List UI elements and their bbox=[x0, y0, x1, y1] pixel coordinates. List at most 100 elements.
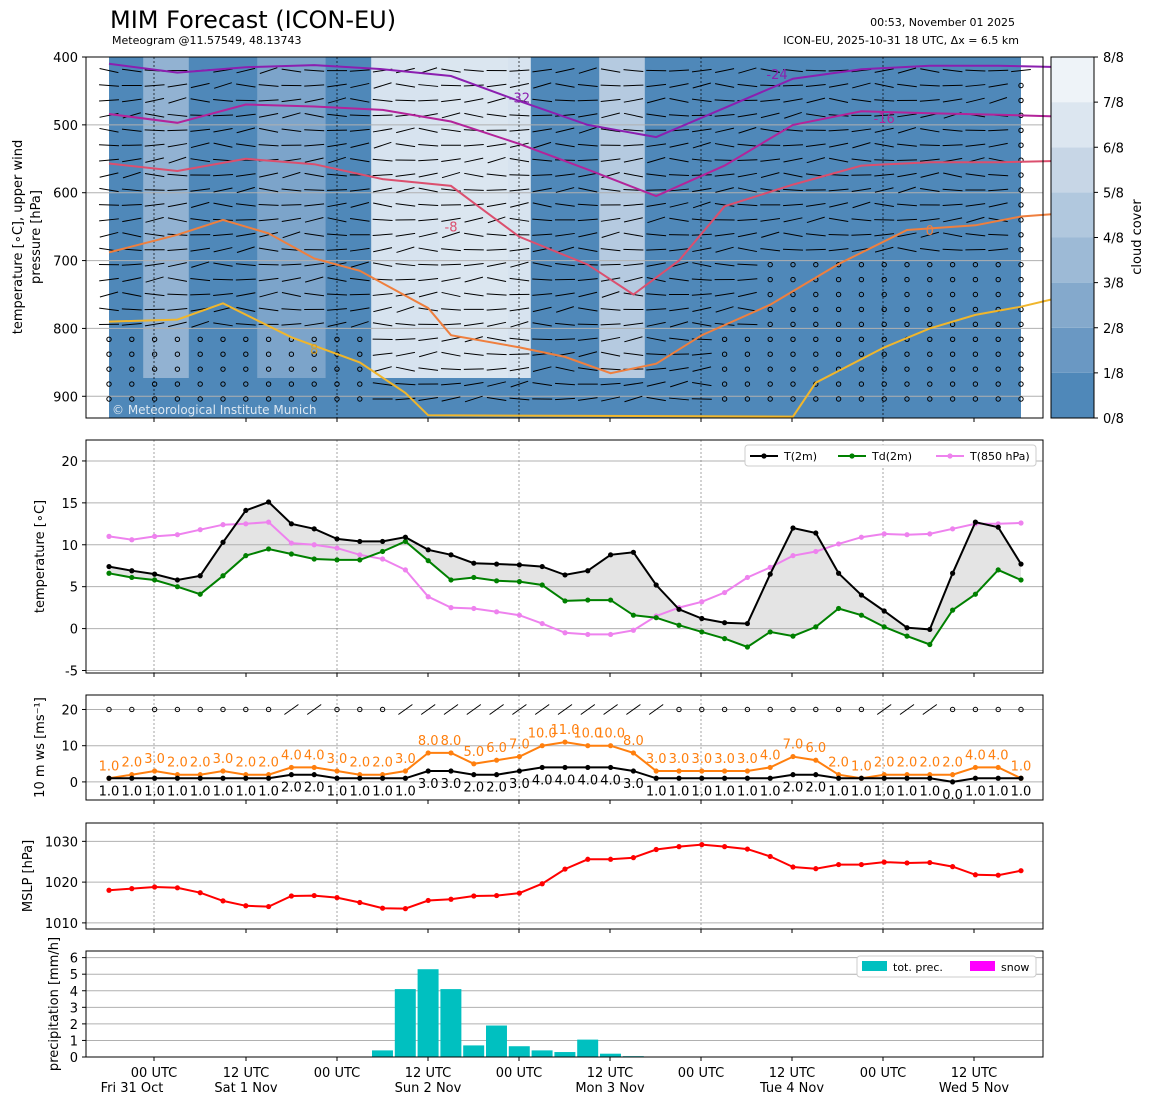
wind-barb bbox=[304, 172, 324, 178]
mslp-point bbox=[402, 906, 408, 912]
calm-circle bbox=[744, 381, 751, 387]
mslp-point bbox=[174, 885, 180, 891]
wind-barb bbox=[349, 218, 370, 222]
wind-barb bbox=[965, 173, 986, 177]
wind-barb bbox=[327, 233, 347, 237]
wind-barb bbox=[441, 263, 461, 266]
wind-barb bbox=[509, 69, 530, 72]
wind-barb bbox=[281, 204, 302, 206]
calm-circle bbox=[220, 336, 226, 342]
wind-barb bbox=[532, 278, 553, 281]
calm-circle bbox=[995, 706, 1001, 713]
calm-circle bbox=[357, 336, 363, 342]
wind-barb bbox=[463, 69, 484, 72]
wind-barb bbox=[737, 143, 758, 147]
wind-barb bbox=[942, 68, 963, 73]
t850-point bbox=[836, 541, 842, 547]
chart-subtitle: Meteogram @11.57549, 48.13743 bbox=[112, 34, 302, 47]
wind-barb bbox=[578, 307, 598, 312]
mean-wind-point bbox=[334, 775, 340, 781]
wind-barb bbox=[600, 188, 621, 192]
wind-barb bbox=[510, 261, 529, 268]
calm-circle bbox=[927, 396, 933, 402]
gust-point bbox=[516, 753, 523, 760]
calm-circle bbox=[881, 366, 887, 372]
copyright: © Meteorological Institute Munich bbox=[112, 403, 316, 417]
wind-barb bbox=[805, 233, 826, 237]
wind-barb bbox=[167, 129, 188, 132]
wind-barb bbox=[395, 99, 416, 102]
gust-point bbox=[425, 750, 431, 756]
gust-point bbox=[836, 772, 842, 778]
calm-circle bbox=[197, 336, 203, 342]
calm-circle bbox=[972, 306, 979, 313]
wind-barb bbox=[669, 174, 689, 176]
wind-barb bbox=[760, 218, 781, 222]
calm-circle bbox=[790, 706, 796, 713]
t2m-point bbox=[334, 536, 340, 542]
wind-barb bbox=[99, 307, 119, 312]
mean-wind-label: 4.0 bbox=[600, 773, 621, 788]
contour-label: 0 bbox=[926, 224, 934, 239]
t850-point bbox=[699, 599, 705, 605]
calm-circle bbox=[767, 261, 773, 268]
gust-point bbox=[197, 772, 203, 778]
wind-barb bbox=[509, 307, 530, 312]
calm-circle bbox=[858, 306, 865, 313]
mean-wind-label: 2.0 bbox=[805, 781, 826, 796]
wind-barb bbox=[122, 292, 142, 297]
calm-circle bbox=[813, 396, 819, 402]
wind-barb bbox=[783, 98, 803, 103]
wind-barb bbox=[783, 69, 803, 73]
wind-barb bbox=[761, 231, 780, 238]
td2m-point bbox=[881, 624, 887, 630]
wind-barb bbox=[121, 308, 142, 311]
mslp-point bbox=[790, 864, 796, 870]
wind-barb bbox=[281, 323, 302, 326]
gust-point bbox=[243, 772, 249, 778]
gust-point bbox=[380, 772, 386, 778]
wind-barb bbox=[327, 173, 347, 177]
calm-circle bbox=[311, 351, 317, 357]
calm-circle bbox=[790, 306, 796, 313]
calm-circle bbox=[881, 396, 887, 402]
wind-barb bbox=[121, 204, 142, 206]
wind-barb bbox=[418, 337, 439, 342]
mean-wind-label: 1.0 bbox=[235, 784, 256, 799]
t2m-point bbox=[494, 561, 500, 567]
mslp-point bbox=[243, 903, 249, 909]
wind-barb bbox=[486, 233, 507, 237]
wind-barb bbox=[555, 292, 575, 297]
wind-barb bbox=[737, 232, 757, 238]
mslp-point bbox=[448, 896, 454, 902]
wind-barb bbox=[920, 188, 940, 192]
gust-label: 4.0 bbox=[304, 748, 325, 763]
x-tick-label: 12 UTC bbox=[405, 1066, 451, 1081]
td2m-point bbox=[266, 546, 272, 552]
wind-barb bbox=[737, 323, 758, 326]
wind-barb bbox=[190, 218, 211, 222]
wind-barb bbox=[418, 291, 438, 298]
wind-barb bbox=[737, 291, 757, 298]
calm-circle bbox=[288, 366, 295, 372]
gust-label: 2.0 bbox=[121, 756, 142, 771]
wind-barb bbox=[486, 262, 507, 267]
wind-barb bbox=[372, 293, 393, 296]
wind-barb bbox=[965, 233, 986, 237]
mean-wind-point bbox=[220, 775, 226, 781]
gust-point bbox=[220, 768, 226, 774]
calm-circle bbox=[357, 381, 363, 387]
calm-circle bbox=[151, 336, 158, 342]
wind-barb bbox=[805, 143, 826, 147]
wind-barb bbox=[988, 83, 1008, 88]
wind-barb bbox=[420, 704, 436, 715]
gust-point bbox=[972, 764, 979, 771]
wind-barb bbox=[965, 69, 986, 72]
mean-wind-point bbox=[767, 775, 773, 781]
wind-barb bbox=[555, 203, 575, 207]
mslp-point bbox=[836, 861, 842, 868]
calm-circle bbox=[767, 291, 773, 298]
wind-barb bbox=[327, 113, 347, 117]
wind-barb bbox=[487, 156, 506, 164]
gust-point bbox=[494, 757, 500, 763]
